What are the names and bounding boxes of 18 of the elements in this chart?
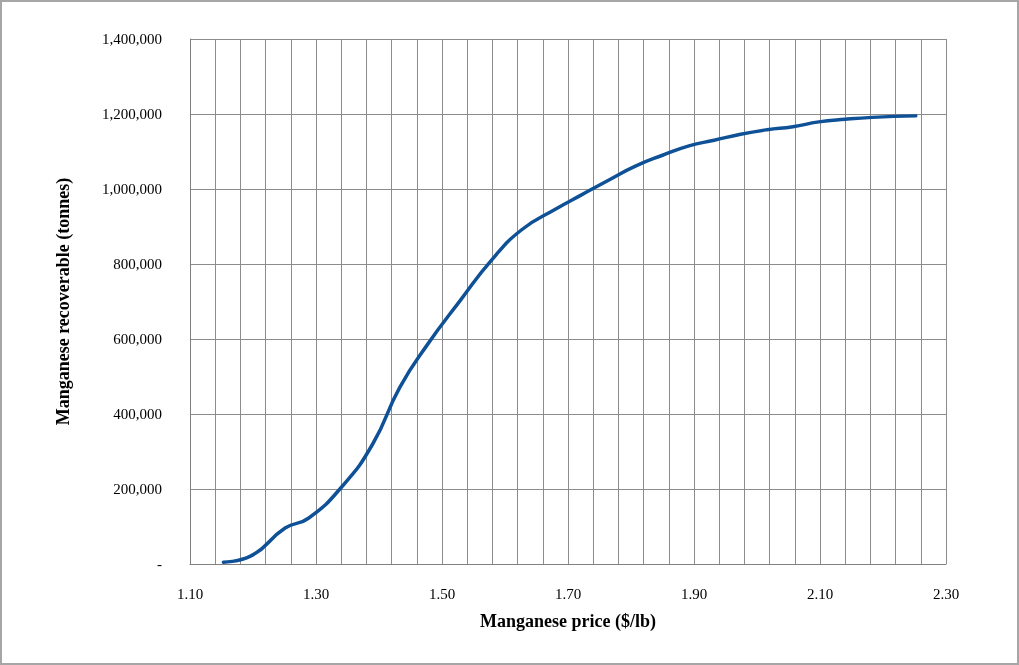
x-tick-label: 1.50 xyxy=(428,585,456,602)
x-axis-title: Manganese price ($/lb) xyxy=(480,611,656,632)
y-tick-label: 1,200,000 xyxy=(102,106,162,122)
y-tick-label: 1,400,000 xyxy=(102,31,162,47)
x-tick-label: 2.30 xyxy=(932,585,960,602)
y-tick-label: 1,000,000 xyxy=(102,181,162,197)
line-series xyxy=(221,114,918,564)
y-tick-label: 600,000 xyxy=(113,331,162,347)
y-tick-label: 800,000 xyxy=(113,256,162,272)
y-tick-label: 400,000 xyxy=(113,406,162,422)
y-axis-title: Manganese recoverable (tonnes) xyxy=(53,177,74,426)
y-tick-label: - xyxy=(157,556,162,572)
x-tick-label: 1.90 xyxy=(680,585,708,602)
x-tick-label: 1.10 xyxy=(176,585,204,602)
x-tick-label: 1.30 xyxy=(302,585,330,602)
x-tick-label: 1.70 xyxy=(554,585,582,602)
x-tick-label: 2.10 xyxy=(806,585,834,602)
y-tick-label: 200,000 xyxy=(113,481,162,497)
